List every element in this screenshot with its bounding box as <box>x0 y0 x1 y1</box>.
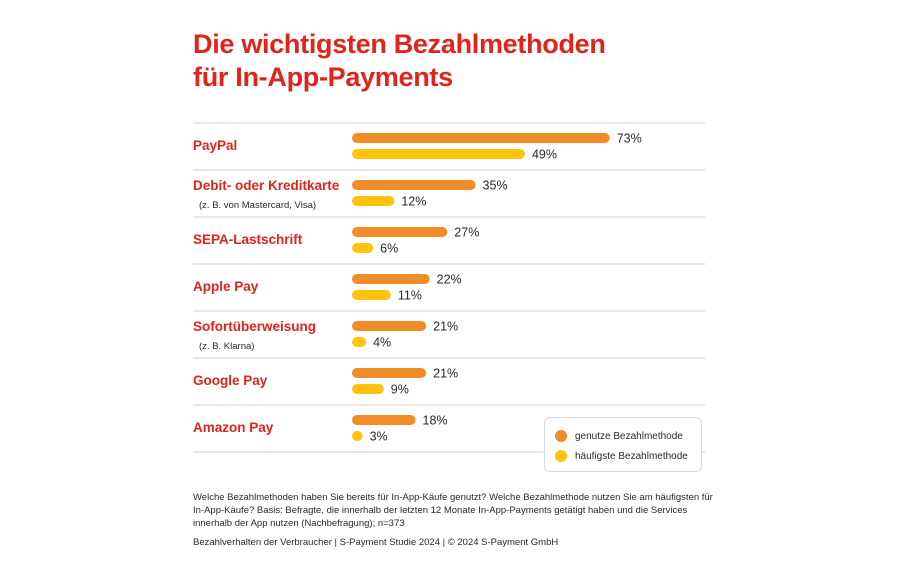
bar-used <box>352 274 430 284</box>
value-label-used: 21% <box>433 367 458 381</box>
category-label: Debit- oder Kreditkarte <box>193 178 340 193</box>
bar-chart: PayPal 73% 49% Debit- oder Kreditkarte (z. B… <box>193 122 705 453</box>
value-label-used: 21% <box>433 320 458 334</box>
bar-top <box>352 431 363 441</box>
category-label: Google Pay <box>193 373 268 388</box>
category-label: SEPA-Lastschrift <box>193 232 303 247</box>
value-label-used: 18% <box>423 414 448 428</box>
value-label-used: 73% <box>617 132 642 146</box>
bar-used <box>352 415 416 425</box>
legend-swatch-top <box>555 450 567 462</box>
bar-top <box>352 290 391 300</box>
legend-label-top: häufigste Bezahlmethode <box>575 450 688 462</box>
category-label: Apple Pay <box>193 279 259 294</box>
value-label-top: 12% <box>401 195 426 209</box>
chart-title-line-2: für In-App-Payments <box>193 62 453 92</box>
bar-used <box>352 180 476 190</box>
category-label: Amazon Pay <box>193 420 274 435</box>
value-label-top: 3% <box>370 430 388 444</box>
value-label-top: 9% <box>391 383 409 397</box>
survey-question-note: Welche Bezahlmethoden haben Sie bereits … <box>193 492 713 529</box>
chart-title-line-1: Die wichtigsten Bezahlmethoden <box>193 29 606 59</box>
legend-item-used: genutze Bezahlmethode <box>555 426 701 446</box>
bar-top <box>352 243 374 253</box>
category-note: (z. B. von Mastercard, Visa) <box>199 200 316 211</box>
value-label-top: 4% <box>373 336 391 350</box>
bar-used <box>352 368 427 378</box>
bar-top <box>352 196 395 206</box>
value-label-used: 35% <box>483 179 508 193</box>
value-label-top: 6% <box>380 242 398 256</box>
legend-item-top: häufigste Bezahlmethode <box>555 446 701 466</box>
bar-top <box>352 337 367 347</box>
value-label-top: 11% <box>398 289 422 303</box>
source-line: Bezahlverhalten der Verbraucher | S-Paym… <box>193 537 559 548</box>
bar-top <box>352 149 525 159</box>
category-label: PayPal <box>193 138 237 153</box>
value-label-used: 27% <box>454 226 479 240</box>
category-note: (z. B. Klarna) <box>199 341 254 352</box>
bar-used <box>352 227 448 237</box>
chart-legend: genutze Bezahlmethode häufigste Bezahlme… <box>544 417 702 472</box>
category-label: Sofortüberweisung <box>193 319 316 334</box>
legend-label-used: genutze Bezahlmethode <box>575 430 683 442</box>
chart-title: Die wichtigsten Bezahlmethoden für In-Ap… <box>193 28 606 94</box>
value-label-used: 22% <box>437 273 462 287</box>
bar-top <box>352 384 384 394</box>
chart-footer: Welche Bezahlmethoden haben Sie bereits … <box>193 491 713 549</box>
bar-used <box>352 133 610 143</box>
bar-used <box>352 321 427 331</box>
legend-swatch-used <box>555 430 567 442</box>
value-label-top: 49% <box>532 148 557 162</box>
